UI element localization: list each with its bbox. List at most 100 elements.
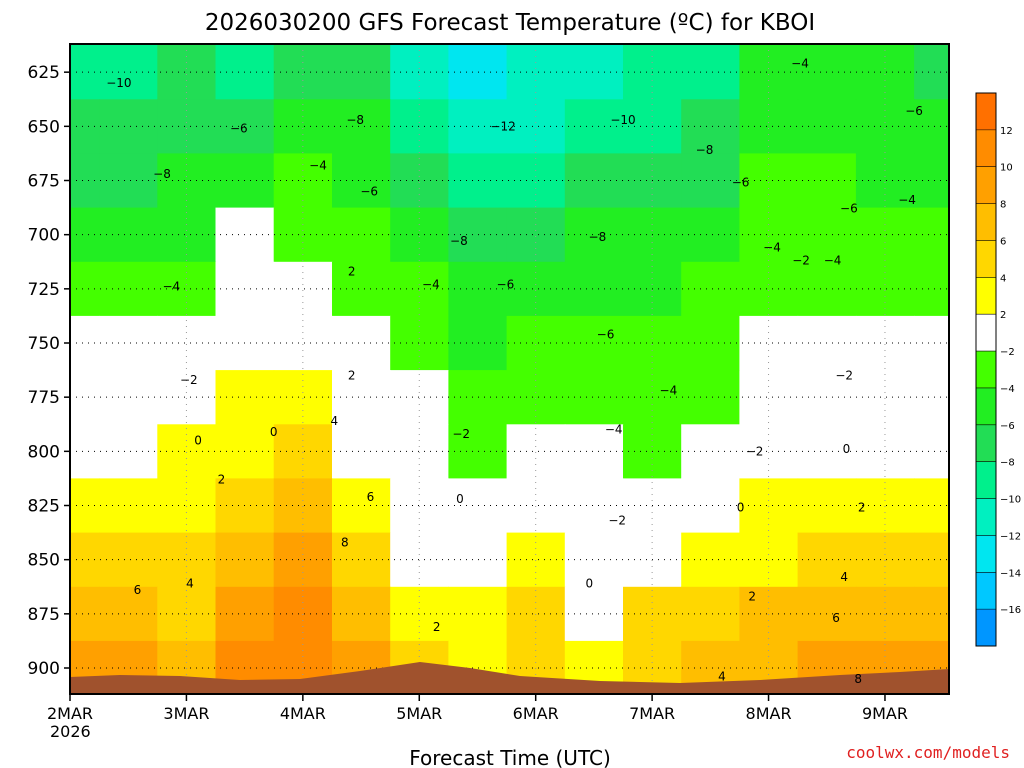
temperature-cell bbox=[739, 370, 799, 425]
temperature-cell bbox=[914, 532, 949, 588]
colorbar-swatch bbox=[976, 277, 996, 315]
colorbar-label: −6 bbox=[1000, 421, 1015, 432]
contour-label: 6 bbox=[367, 490, 375, 504]
temperature-cell bbox=[681, 261, 740, 317]
temperature-cell bbox=[564, 586, 624, 642]
credit-link[interactable]: coolwx.com/models bbox=[846, 743, 1010, 762]
contour-label: −4 bbox=[898, 193, 916, 207]
temperature-cell bbox=[70, 153, 100, 209]
temperature-cell bbox=[506, 153, 566, 209]
temperature-cell bbox=[797, 370, 857, 425]
contour-label: −2 bbox=[835, 369, 853, 383]
contour-labels: −10 −6 −8 −4 −2 0 2 4 6 −8 −4 −6 2 −4 0 2 4 6 8 2 0 −2 −12 −8 −6… bbox=[106, 57, 923, 686]
colorbar-label: 4 bbox=[1000, 273, 1006, 284]
colorbar-frame bbox=[975, 92, 997, 647]
temperature-cell bbox=[99, 370, 158, 425]
colorbar-swatch bbox=[976, 609, 996, 647]
contour-label: −4 bbox=[309, 158, 327, 172]
contour-label: −10 bbox=[106, 76, 131, 90]
temperature-cell bbox=[99, 424, 158, 480]
temperature-cell bbox=[157, 99, 217, 155]
colorbar-swatch bbox=[976, 93, 996, 131]
temperature-cell bbox=[332, 532, 391, 588]
plot-area bbox=[70, 44, 949, 694]
y-tick-label: 850 bbox=[28, 551, 60, 571]
temperature-cell bbox=[448, 44, 508, 100]
temperature-cell bbox=[99, 532, 158, 588]
temperature-cell bbox=[506, 99, 566, 155]
contour-label: 8 bbox=[854, 672, 862, 686]
colorbar-swatch bbox=[976, 240, 996, 278]
temperature-cell bbox=[506, 424, 566, 480]
contour-label: −2 bbox=[608, 514, 626, 528]
temperature-cell bbox=[70, 586, 100, 642]
contour-label: −4 bbox=[791, 57, 809, 71]
temperature-cell bbox=[448, 207, 508, 263]
temperature-cell bbox=[797, 261, 857, 317]
contour-label: −8 bbox=[696, 143, 714, 157]
contour-label: 2 bbox=[348, 265, 356, 279]
contour-label: 0 bbox=[270, 425, 278, 439]
x-tick-label: 3MAR bbox=[163, 704, 209, 723]
temperature-cell bbox=[70, 261, 100, 317]
contour-label: −2 bbox=[452, 427, 470, 441]
temperature-cell bbox=[448, 532, 508, 588]
y-axis: 625 650 675 700 725 750 775 800 825 850 875 900 bbox=[28, 63, 70, 679]
colorbar-label: −8 bbox=[1000, 458, 1015, 469]
contour-label: 6 bbox=[134, 583, 142, 597]
contour-label: −6 bbox=[230, 122, 248, 136]
x-tick-label: 2MAR bbox=[47, 704, 93, 723]
temperature-cell bbox=[273, 44, 333, 100]
y-tick-label: 725 bbox=[28, 280, 60, 300]
x-axis: 2MAR 3MAR 4MAR 5MAR 6MAR 7MAR 8MAR 9MAR bbox=[47, 694, 908, 723]
y-tick-label: 775 bbox=[28, 388, 60, 408]
temperature-cell bbox=[157, 261, 217, 317]
contour-label: −8 bbox=[589, 230, 607, 244]
colorbar-label: 6 bbox=[1000, 236, 1006, 247]
colorbar-swatch bbox=[976, 314, 996, 352]
contour-label: 2 bbox=[748, 590, 756, 604]
temperature-cell bbox=[797, 315, 857, 371]
colorbar-label: −10 bbox=[1000, 495, 1021, 506]
temperature-cell bbox=[332, 153, 391, 209]
y-tick-label: 750 bbox=[28, 334, 60, 354]
x-tick-label: 6MAR bbox=[513, 704, 559, 723]
temperature-cell bbox=[914, 44, 949, 100]
temperature-cell bbox=[914, 315, 949, 371]
colorbar-label: −14 bbox=[1000, 568, 1021, 579]
temperature-cell bbox=[390, 153, 449, 209]
contour-label: −2 bbox=[792, 254, 810, 268]
temperature-cell bbox=[564, 153, 624, 209]
contour-label: 0 bbox=[194, 434, 202, 448]
contour-label: −4 bbox=[660, 384, 678, 398]
contour-label: −8 bbox=[153, 167, 171, 181]
contour-label: 0 bbox=[456, 492, 464, 506]
colorbar-swatch bbox=[976, 461, 996, 500]
contour-label: −12 bbox=[490, 119, 515, 133]
temperature-cell bbox=[157, 207, 217, 263]
contour-label: 6 bbox=[832, 611, 840, 625]
y-tick-label: 900 bbox=[28, 659, 60, 679]
contour-label: −4 bbox=[162, 280, 180, 294]
contour-label: 4 bbox=[330, 414, 338, 428]
terrain-ground bbox=[70, 662, 949, 694]
temperature-cell bbox=[797, 99, 857, 155]
temperature-cell bbox=[390, 44, 449, 100]
temperature-cell bbox=[157, 315, 217, 371]
x-tick-label: 9MAR bbox=[862, 704, 908, 723]
contour-label: −6 bbox=[840, 202, 858, 216]
temperature-cell bbox=[739, 207, 799, 263]
colorbar-swatch bbox=[976, 572, 996, 610]
x-tick-label: 7MAR bbox=[629, 704, 675, 723]
temperature-cell bbox=[332, 370, 391, 425]
temperature-cell bbox=[681, 586, 740, 642]
x-tick-label: 4MAR bbox=[280, 704, 326, 723]
temperature-cell bbox=[914, 207, 949, 263]
contour-label: −4 bbox=[422, 278, 440, 292]
chart-title: 2026030200 GFS Forecast Temperature (ºC)… bbox=[205, 10, 815, 36]
temperature-cell bbox=[855, 44, 915, 100]
colorbar-swatch bbox=[976, 424, 996, 463]
contour-label: 4 bbox=[186, 577, 194, 591]
temperature-cell bbox=[99, 315, 158, 371]
